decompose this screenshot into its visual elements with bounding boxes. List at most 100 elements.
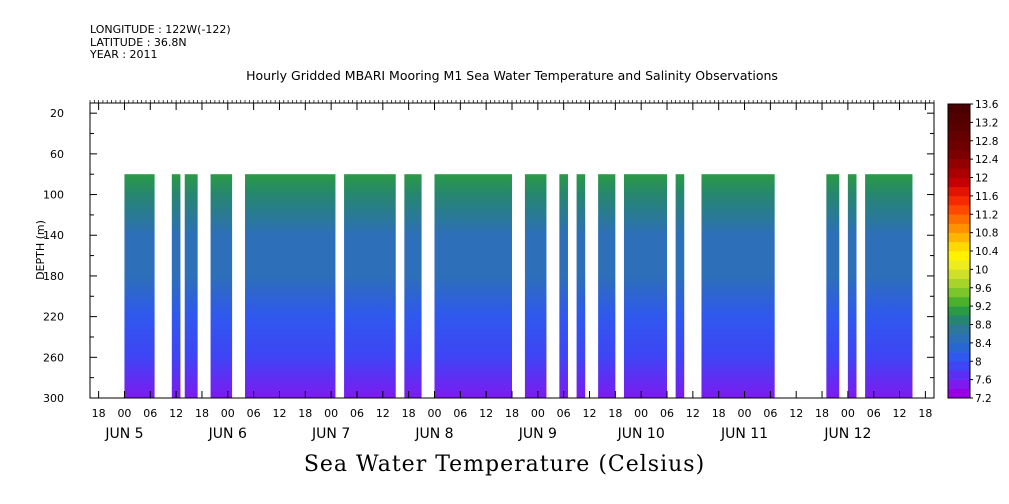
deep-layer-segment (524, 174, 547, 398)
colorbar-label: 7.6 (975, 375, 992, 387)
colorbar-swatch (948, 168, 970, 178)
colorbar-label: 8.8 (975, 320, 992, 332)
x-hour-label: 12 (479, 407, 493, 420)
x-hour-label: 06 (660, 407, 674, 420)
colorbar-swatch (948, 104, 970, 114)
x-hour-label: 06 (557, 407, 571, 420)
x-hour-label: 00 (221, 407, 235, 420)
x-hour-label: 18 (712, 407, 726, 420)
x-hour-label: 06 (247, 407, 261, 420)
colorbar-swatch (948, 352, 970, 362)
metadata-block: LONGITUDE : 122W(-122) LATITUDE : 36.8N … (90, 23, 231, 62)
deep-layer-segment (576, 174, 586, 398)
colorbar-swatch (948, 186, 970, 197)
year-text: YEAR : 2011 (90, 48, 158, 61)
deep-layer-segment (245, 174, 336, 398)
x-hour-label: 12 (376, 407, 390, 420)
colorbar-swatch (948, 269, 970, 279)
x-hour-label: 06 (763, 407, 777, 420)
x-hour-label: 12 (686, 407, 700, 420)
x-day-label: JUN 5 (104, 426, 143, 442)
colorbar-swatch (948, 324, 970, 334)
colorbar-label: 13.2 (975, 117, 998, 129)
deep-layer-segment (865, 174, 913, 398)
deep-layer-segment (171, 174, 181, 398)
colorbar-swatch (948, 278, 970, 289)
colorbar: 13.6 13.2 12.8 12.4 12 11.6 11.2 10.8 10.4 10 9.6 9… (947, 99, 999, 405)
deep-layer-segment (404, 174, 422, 398)
x-hour-label: 00 (324, 407, 338, 420)
colorbar-swatch (948, 223, 970, 233)
y-tick-label: 60 (50, 148, 64, 161)
colorbar-label: 12.4 (975, 154, 999, 166)
deep-layer-segment (701, 174, 775, 398)
y-axis: 20 60 100 140 180 220 260 300 (43, 107, 934, 405)
colorbar-swatch (948, 342, 970, 353)
colorbar-label: 12.8 (975, 136, 998, 148)
y-tick-label: 100 (43, 189, 64, 202)
x-hour-label: 00 (738, 407, 752, 420)
colorbar-swatch (948, 388, 970, 399)
x-day-label: JUN 11 (720, 426, 768, 442)
deep-layer-segment (124, 174, 155, 398)
colorbar-label: 11.2 (975, 209, 998, 221)
y-tick-label: 140 (43, 229, 64, 242)
deep-layer-segment (623, 174, 668, 398)
colorbar-swatch (948, 214, 970, 224)
colorbar-label: 13.6 (975, 99, 999, 111)
x-hour-label: 00 (634, 407, 648, 420)
colorbar-swatch (948, 205, 970, 215)
colorbar-label: 7.2 (975, 393, 992, 405)
x-day-label: JUN 9 (518, 426, 557, 442)
x-hour-label: 12 (789, 407, 803, 420)
colorbar-swatch (948, 361, 970, 371)
colorbar-swatch (948, 149, 970, 160)
x-hour-label: 06 (453, 407, 467, 420)
colorbar-label: 11.6 (975, 191, 999, 203)
deep-layer-segment (210, 174, 233, 398)
x-day-label: JUN 12 (823, 426, 871, 442)
colorbar-label: 10.4 (975, 246, 999, 258)
x-hour-label: 00 (427, 407, 441, 420)
colorbar-swatch (948, 131, 970, 142)
colorbar-swatch (948, 140, 970, 151)
x-hour-label: 18 (918, 407, 932, 420)
deep-layer-segment (344, 174, 396, 398)
x-hour-label: 18 (298, 407, 312, 420)
y-tick-label: 300 (43, 392, 64, 405)
colorbar-swatch (948, 177, 970, 187)
colorbar-swatch (948, 241, 970, 252)
colorbar-label: 12 (975, 173, 988, 185)
y-tick-label: 260 (43, 351, 64, 364)
x-axis: 18 00 06 12 18 00 06 12 18 00 06 12 18 00 06 12 18 00 06 12… (89, 100, 935, 442)
x-hour-label: 12 (169, 407, 183, 420)
x-hour-label: 18 (402, 407, 416, 420)
chart-title: Hourly Gridded MBARI Mooring M1 Sea Wate… (246, 68, 778, 83)
colorbar-swatch (948, 370, 970, 380)
colorbar-swatch (948, 232, 970, 243)
colorbar-label: 10 (975, 264, 988, 276)
colorbar-swatch (948, 122, 970, 132)
x-hour-label: 12 (893, 407, 907, 420)
colorbar-swatch (948, 315, 970, 325)
colorbar-swatch (948, 260, 970, 270)
x-day-label: JUN 8 (414, 426, 453, 442)
colorbar-label: 8.4 (975, 338, 992, 350)
colorbar-label: 9.2 (975, 301, 992, 313)
x-hour-label: 12 (583, 407, 597, 420)
x-hour-label: 12 (272, 407, 286, 420)
latitude-text: LATITUDE : 36.8N (90, 35, 187, 49)
x-hour-label: 18 (815, 407, 829, 420)
x-hour-label: 06 (867, 407, 881, 420)
colorbar-label: 8 (975, 356, 982, 368)
colorbar-swatch (948, 113, 970, 123)
deep-layer-segment (675, 174, 685, 398)
colorbar-swatch (948, 287, 970, 298)
deep-layer-segment (826, 174, 840, 398)
deep-layer-segment (598, 174, 616, 398)
x-day-label: JUN 7 (311, 426, 350, 442)
colorbar-label: 10.8 (975, 228, 998, 240)
colorbar-swatch (948, 296, 970, 307)
deep-layer-segments (124, 174, 913, 398)
colorbar-swatch (948, 159, 970, 169)
